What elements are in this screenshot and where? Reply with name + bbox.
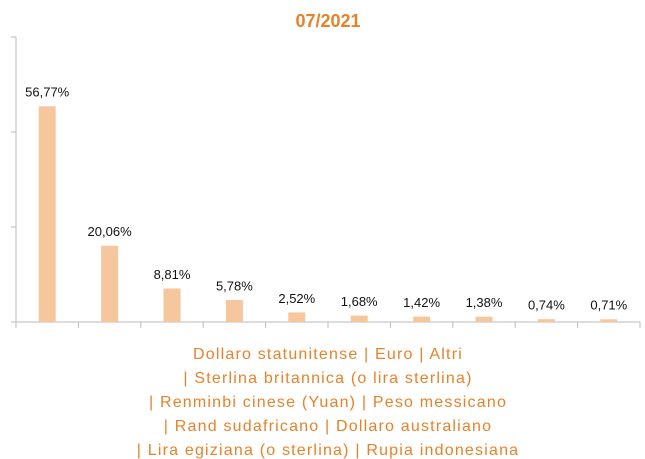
bar bbox=[413, 316, 431, 322]
value-label: 56,77% bbox=[25, 85, 70, 100]
bar bbox=[225, 300, 243, 322]
value-label: 2,52% bbox=[278, 291, 315, 306]
value-label: 5,78% bbox=[216, 278, 253, 293]
x-axis-label: | Rand sudafricano | Dollaro australiano bbox=[164, 418, 492, 435]
bar bbox=[600, 319, 618, 322]
x-axis-label: Dollaro statunitense | Euro | Altri bbox=[193, 346, 463, 363]
bar bbox=[537, 319, 555, 322]
value-label: 8,81% bbox=[154, 267, 191, 282]
value-label: 1,38% bbox=[466, 295, 503, 310]
value-label: 20,06% bbox=[88, 224, 133, 239]
value-label: 0,74% bbox=[528, 298, 565, 313]
bar bbox=[38, 106, 56, 322]
value-label: 1,42% bbox=[403, 295, 440, 310]
bar bbox=[101, 245, 119, 322]
bar bbox=[350, 315, 368, 322]
bar bbox=[163, 288, 181, 322]
x-axis-label: | Sterlina britannica (o lira sterlina) bbox=[183, 370, 472, 387]
chart-title: 07/2021 bbox=[295, 11, 360, 31]
value-label: 0,71% bbox=[590, 298, 627, 313]
x-axis-label: | Renminbi cinese (Yuan) | Peso messican… bbox=[149, 394, 507, 411]
value-label: 1,68% bbox=[341, 294, 378, 309]
x-axis-label: | Lira egiziana (o sterlina) | Rupia ind… bbox=[137, 442, 520, 459]
bar bbox=[475, 316, 493, 322]
bar bbox=[288, 312, 306, 322]
